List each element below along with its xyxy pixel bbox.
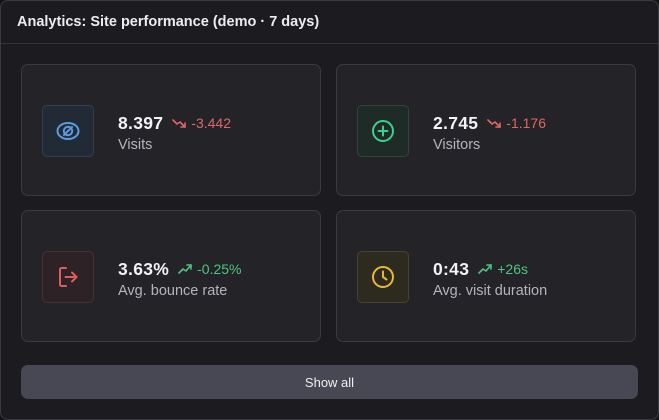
exit-icon [42, 251, 94, 303]
eye-icon [42, 105, 94, 157]
widget-title: Analytics: Site performance (demo · 7 da… [1, 1, 658, 44]
metric-label: Avg. bounce rate [118, 283, 228, 299]
trend-change: -1.176 [487, 115, 546, 131]
metric-label: Visits [118, 137, 153, 153]
show-all-button[interactable]: Show all [21, 365, 638, 399]
metric-value: 2.745 [433, 113, 479, 133]
metric-row: 2.745 -1.176 [433, 113, 546, 134]
metric-card-visits[interactable]: 8.397 -3.442 Visits [21, 64, 321, 196]
trend-down-icon [172, 119, 187, 128]
plus-circle-icon [357, 105, 409, 157]
trend-change: -0.25% [178, 261, 241, 277]
trend-down-icon [487, 119, 502, 128]
trend-value: +26s [497, 261, 528, 277]
trend-change: +26s [478, 261, 528, 277]
metric-row: 3.63% -0.25% [118, 259, 241, 280]
metric-card-visit-duration[interactable]: 0:43 +26s Avg. visit duration [336, 210, 636, 342]
trend-up-icon [478, 264, 493, 274]
trend-value: -0.25% [197, 261, 242, 277]
trend-change: -3.442 [172, 115, 231, 131]
metric-card-visitors[interactable]: 2.745 -1.176 Visitors [336, 64, 636, 196]
metric-label: Avg. visit duration [433, 283, 548, 299]
metric-row: 8.397 -3.442 [118, 113, 231, 134]
trend-value: -3.442 [191, 115, 231, 131]
trend-value: -1.176 [506, 115, 546, 131]
trend-up-icon [178, 264, 192, 274]
metric-value: 3.63% [118, 259, 170, 279]
metric-label: Visitors [433, 137, 481, 153]
metric-value: 8.397 [118, 113, 164, 133]
metric-row: 0:43 +26s [433, 259, 528, 280]
metric-card-bounce-rate[interactable]: 3.63% -0.25% Avg. bounce rate [21, 210, 321, 342]
clock-icon [357, 251, 409, 303]
metric-value: 0:43 [433, 259, 470, 279]
